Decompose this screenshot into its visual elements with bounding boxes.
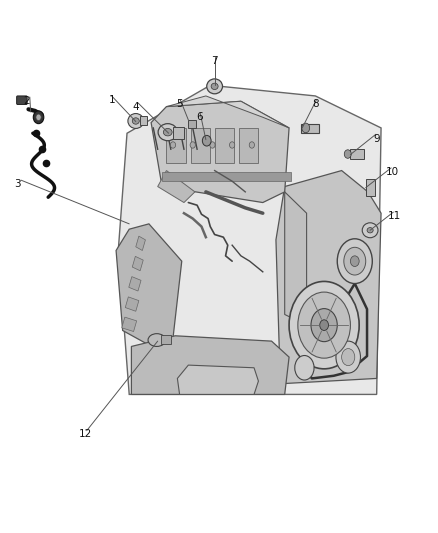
Ellipse shape xyxy=(207,79,223,94)
FancyBboxPatch shape xyxy=(161,335,171,344)
Ellipse shape xyxy=(298,292,350,358)
FancyBboxPatch shape xyxy=(366,179,375,196)
FancyBboxPatch shape xyxy=(173,127,184,139)
Ellipse shape xyxy=(211,83,218,90)
Ellipse shape xyxy=(362,223,378,238)
Ellipse shape xyxy=(210,142,215,148)
Polygon shape xyxy=(151,101,289,203)
Polygon shape xyxy=(116,224,182,357)
FancyBboxPatch shape xyxy=(301,124,319,133)
Ellipse shape xyxy=(336,341,360,373)
Ellipse shape xyxy=(132,118,139,124)
Polygon shape xyxy=(129,277,141,291)
Ellipse shape xyxy=(337,239,372,284)
Text: 1: 1 xyxy=(108,95,115,105)
Ellipse shape xyxy=(350,256,359,266)
Ellipse shape xyxy=(158,124,177,141)
FancyBboxPatch shape xyxy=(350,149,364,159)
Text: 6: 6 xyxy=(196,112,203,122)
FancyBboxPatch shape xyxy=(215,128,234,163)
Text: 7: 7 xyxy=(211,56,218,66)
FancyBboxPatch shape xyxy=(162,172,291,181)
Ellipse shape xyxy=(170,142,176,148)
Polygon shape xyxy=(158,171,195,203)
FancyBboxPatch shape xyxy=(140,116,147,125)
Text: 4: 4 xyxy=(132,102,139,111)
FancyBboxPatch shape xyxy=(17,96,27,104)
Text: 5: 5 xyxy=(176,99,183,109)
Polygon shape xyxy=(122,317,137,332)
Polygon shape xyxy=(118,85,381,394)
FancyBboxPatch shape xyxy=(239,128,258,163)
Ellipse shape xyxy=(249,142,254,148)
Ellipse shape xyxy=(311,309,337,342)
Text: 9: 9 xyxy=(373,134,380,143)
Ellipse shape xyxy=(320,320,328,330)
Text: 11: 11 xyxy=(388,211,401,221)
Polygon shape xyxy=(136,236,145,251)
Polygon shape xyxy=(166,96,289,128)
Ellipse shape xyxy=(367,228,373,233)
Ellipse shape xyxy=(148,334,166,346)
Polygon shape xyxy=(131,336,289,394)
Circle shape xyxy=(36,114,41,120)
FancyBboxPatch shape xyxy=(166,128,186,163)
Polygon shape xyxy=(177,365,258,394)
Ellipse shape xyxy=(344,150,351,158)
Ellipse shape xyxy=(230,142,235,148)
Text: 2: 2 xyxy=(23,96,30,106)
Ellipse shape xyxy=(289,281,359,369)
FancyBboxPatch shape xyxy=(191,128,210,163)
Polygon shape xyxy=(132,256,143,271)
Polygon shape xyxy=(276,171,381,384)
Text: 12: 12 xyxy=(79,430,92,439)
Polygon shape xyxy=(125,297,139,311)
Ellipse shape xyxy=(344,247,366,275)
Ellipse shape xyxy=(163,128,172,136)
Ellipse shape xyxy=(202,135,211,146)
Text: 8: 8 xyxy=(312,99,319,109)
Ellipse shape xyxy=(295,356,314,380)
Text: 10: 10 xyxy=(385,167,399,176)
Polygon shape xyxy=(285,192,307,325)
FancyBboxPatch shape xyxy=(188,120,196,128)
Text: 3: 3 xyxy=(14,179,21,189)
Ellipse shape xyxy=(128,114,144,128)
Ellipse shape xyxy=(302,123,310,133)
Circle shape xyxy=(33,111,44,124)
Ellipse shape xyxy=(190,142,195,148)
Ellipse shape xyxy=(342,349,355,366)
